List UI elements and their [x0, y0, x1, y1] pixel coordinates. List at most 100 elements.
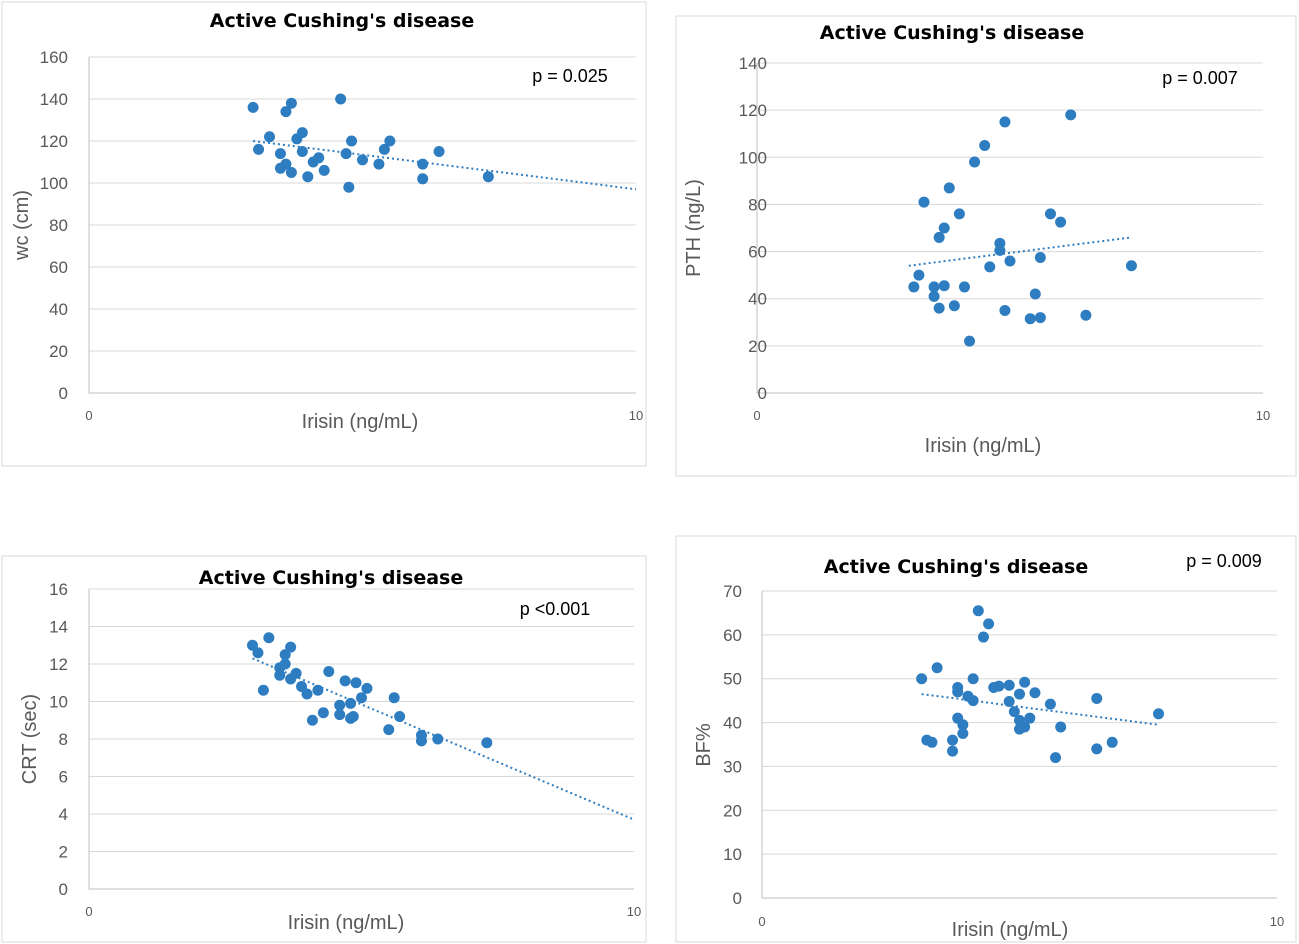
data-point — [928, 290, 940, 302]
data-point — [1034, 312, 1046, 324]
data-point — [335, 93, 347, 105]
data-point — [302, 171, 314, 183]
data-point — [938, 280, 950, 292]
data-point — [394, 711, 406, 722]
data-point — [913, 269, 925, 281]
data-point — [301, 688, 313, 700]
data-point — [1153, 708, 1165, 720]
data-point — [931, 662, 943, 674]
y-tick-label: 140 — [739, 54, 767, 73]
data-point — [1029, 288, 1041, 300]
chart-title: Active Cushing's disease — [820, 22, 1084, 44]
data-point — [432, 733, 444, 745]
data-point — [926, 736, 938, 748]
chart-panel-2: 0 20 40 60 80 100 120 140 0 10 Active Cushing's di… — [675, 15, 1297, 477]
data-point — [933, 302, 945, 314]
data-point — [415, 735, 427, 747]
data-point — [378, 143, 390, 155]
data-point — [481, 737, 493, 749]
x-axis-label: Irisin (ng/mL) — [288, 912, 405, 934]
data-point — [999, 305, 1011, 316]
data-point — [290, 667, 302, 679]
y-axis-label: PTH (ng/L) — [683, 179, 705, 277]
data-point — [1055, 721, 1067, 733]
data-point — [928, 281, 940, 293]
data-point — [312, 684, 324, 696]
data-point — [1091, 692, 1103, 704]
data-point — [957, 719, 969, 731]
y-axis-label: CRT (sec) — [19, 694, 41, 784]
data-point — [263, 632, 275, 644]
chart-panel-1: 0 20 40 60 80 100 120 140 160 0 10 Active Cushing's… — [1, 1, 647, 467]
data-point — [938, 222, 950, 234]
data-point — [285, 167, 297, 178]
data-point — [356, 692, 367, 704]
data-point — [1034, 251, 1046, 263]
chart-title: Active Cushing's disease — [824, 556, 1088, 578]
data-point — [1029, 687, 1041, 699]
y-tick-label: 4 — [59, 805, 68, 824]
data-point — [247, 101, 259, 113]
data-point — [347, 711, 359, 722]
data-point — [279, 658, 291, 670]
data-point — [317, 707, 329, 719]
data-point — [383, 724, 395, 736]
y-tick-label: 80 — [748, 195, 767, 214]
data-point — [957, 728, 969, 740]
data-point — [1125, 260, 1137, 272]
y-tick-label: 100 — [739, 148, 767, 167]
data-point — [984, 261, 996, 273]
data-point — [918, 196, 930, 208]
data-point — [334, 699, 346, 711]
data-point — [943, 182, 955, 194]
data-point — [1044, 698, 1056, 710]
y-axis-label: wc (cm) — [11, 190, 33, 261]
y-tick-label: 0 — [59, 880, 68, 899]
y-tick-label: 60 — [748, 243, 767, 262]
data-point — [964, 335, 976, 347]
data-point — [993, 680, 1005, 692]
data-point — [1044, 208, 1056, 220]
data-point — [285, 641, 297, 653]
data-point — [280, 106, 292, 118]
trendline — [252, 140, 637, 191]
y-tick-label: 70 — [723, 582, 742, 601]
y-tick-label: 40 — [748, 290, 767, 309]
data-point — [952, 686, 964, 698]
p-value-annotation: p <0.001 — [520, 599, 591, 619]
data-point — [264, 131, 276, 143]
y-tick-label: 20 — [723, 801, 742, 820]
data-point — [318, 164, 330, 176]
y-tick-label: 40 — [49, 300, 68, 319]
data-point — [1008, 706, 1020, 718]
data-point — [346, 135, 358, 147]
data-point — [340, 148, 352, 160]
data-point — [948, 300, 960, 312]
data-point — [253, 143, 265, 155]
x-tick-label: 10 — [627, 904, 641, 919]
data-point — [979, 140, 991, 151]
data-point — [953, 208, 965, 220]
chart-frame — [1, 555, 647, 943]
x-tick-label: 10 — [629, 408, 643, 423]
p-value-annotation: p = 0.007 — [1162, 68, 1238, 88]
data-point — [908, 281, 920, 293]
data-point — [1091, 743, 1103, 755]
data-point — [947, 734, 959, 746]
x-axis-label: Irisin (ng/mL) — [952, 919, 1069, 941]
data-point — [350, 677, 362, 689]
chart-title: Active Cushing's disease — [199, 567, 463, 589]
data-point — [947, 745, 959, 757]
data-point — [933, 231, 945, 243]
data-point — [916, 673, 928, 685]
data-point — [1024, 712, 1036, 724]
y-tick-label: 8 — [59, 730, 68, 749]
y-tick-label: 140 — [40, 90, 68, 109]
y-tick-label: 0 — [59, 384, 68, 403]
data-point — [280, 158, 292, 170]
data-point — [323, 666, 335, 677]
data-point — [969, 156, 981, 168]
chart-frame — [675, 535, 1297, 943]
chart-title: Active Cushing's disease — [210, 10, 474, 32]
y-tick-label: 10 — [49, 693, 68, 712]
